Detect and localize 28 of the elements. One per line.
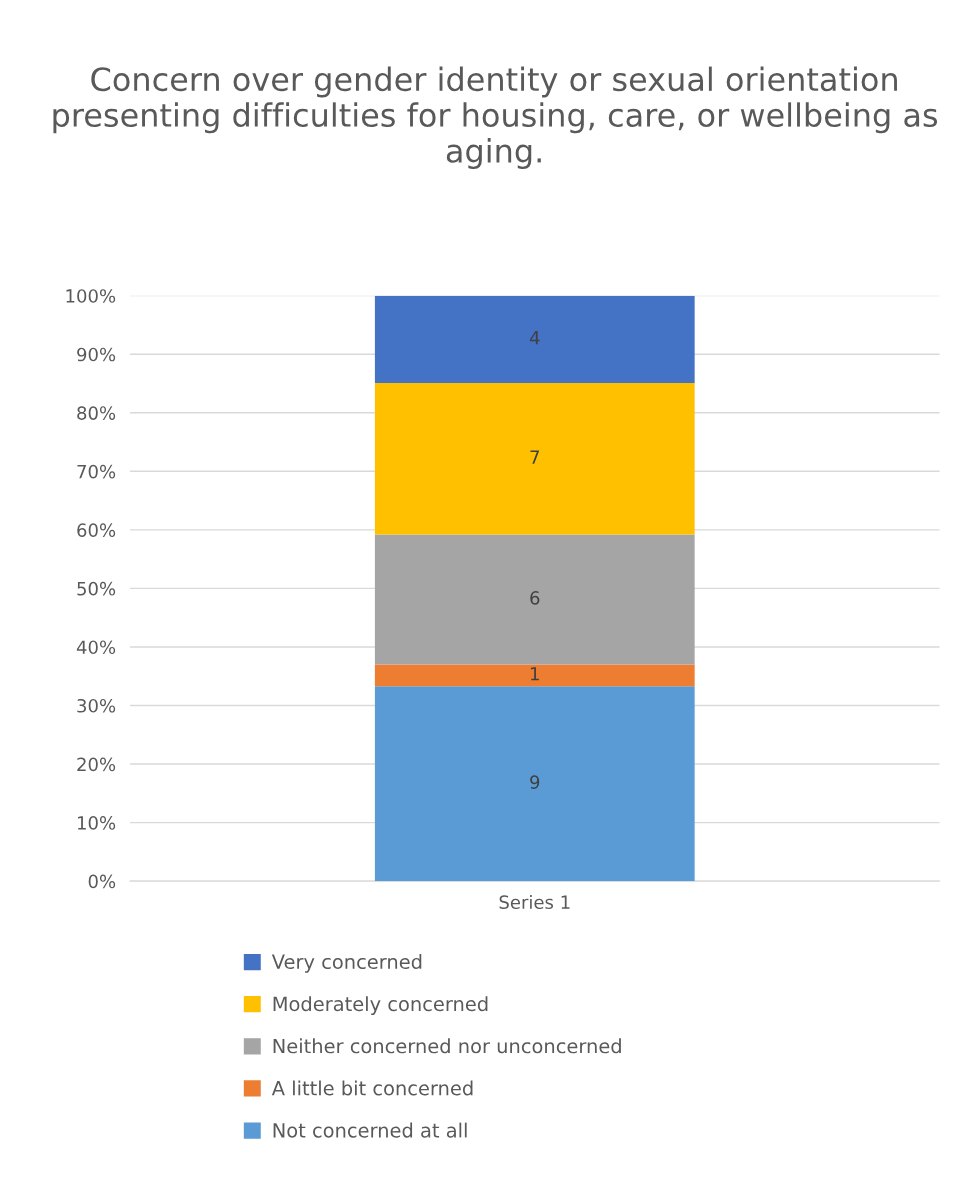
legend-label: Very concerned [271, 954, 422, 973]
y-tick-label: 70% [77, 464, 116, 479]
bar [374, 382, 695, 535]
x-tick-label: Series 1 [499, 895, 570, 910]
annotation: 9 [530, 775, 540, 789]
bar [374, 295, 695, 383]
y-tick-label: 40% [76, 640, 116, 655]
y-tick-label: 0% [88, 874, 116, 889]
bar [374, 686, 695, 882]
y-tick-label: 90% [77, 347, 116, 362]
annotation: 1 [531, 667, 539, 681]
legend-label: Moderately concerned [273, 996, 488, 1015]
y-tick-label: 10% [77, 816, 116, 830]
y-tick-label: 60% [77, 523, 116, 537]
y-tick-label: 50% [77, 581, 116, 596]
bar [374, 534, 695, 665]
y-tick-label: 100% [66, 289, 116, 303]
annotation: 4 [529, 331, 540, 345]
bar [374, 664, 695, 687]
y-tick-label: 20% [77, 757, 116, 772]
chart-title: Concern over gender identity or sexual orientation presenting difficulties for housing, care, or wellbeing as aging. [53, 66, 938, 170]
annotation: 6 [530, 591, 540, 605]
legend-label: A little bit concerned [271, 1080, 473, 1096]
legend-label: Neither concerned nor unconcerned [273, 1038, 621, 1054]
y-tick-label: 30% [77, 698, 116, 713]
y-tick-label: 80% [77, 406, 116, 420]
legend-label: Not concerned at all [273, 1122, 467, 1138]
annotation: 7 [530, 450, 539, 464]
